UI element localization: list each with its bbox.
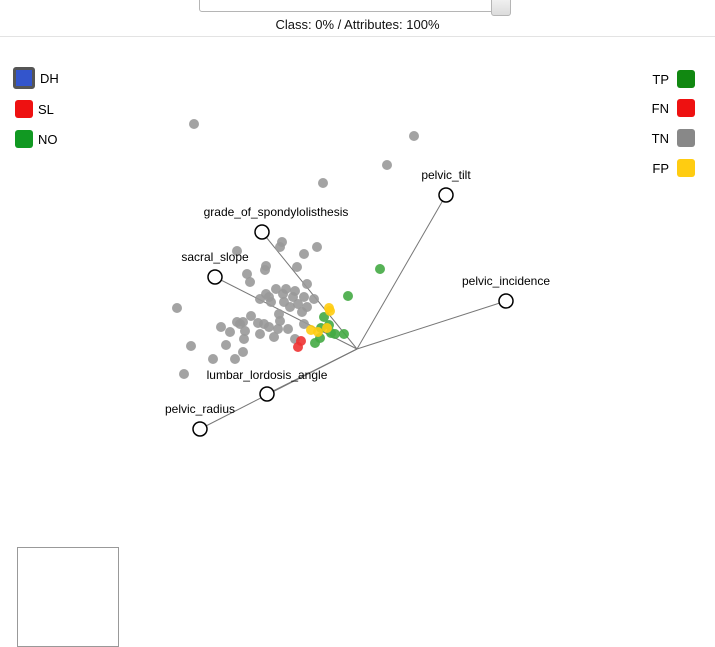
point-tp[interactable] (310, 338, 320, 348)
point-tn[interactable] (285, 302, 295, 312)
point-tn[interactable] (245, 277, 255, 287)
header-divider (0, 36, 715, 37)
axis-label-pelvic-incidence: pelvic_incidence (462, 274, 550, 288)
point-tn[interactable] (299, 292, 309, 302)
class-label-sl: SL (38, 101, 54, 117)
axis-anchor-lumbar-lordosis-angle[interactable] (259, 386, 275, 402)
point-tn[interactable] (225, 327, 235, 337)
point-tn[interactable] (240, 326, 250, 336)
point-tp[interactable] (343, 291, 353, 301)
outcome-legend-item-tn[interactable]: TN (649, 129, 695, 147)
point-tn[interactable] (278, 289, 288, 299)
point-tn[interactable] (179, 369, 189, 379)
point-tn[interactable] (309, 294, 319, 304)
anchors-layer: pelvic_tilt grade_of_spondylolisthesissac… (165, 168, 550, 437)
point-tn[interactable] (277, 237, 287, 247)
point-tn[interactable] (242, 269, 252, 279)
coverage-slider-handle[interactable] (491, 0, 511, 16)
class-label-dh: DH (40, 70, 59, 86)
outcome-legend-item-fp[interactable]: FP (649, 159, 695, 177)
point-tn[interactable] (275, 316, 285, 326)
minimap-panel[interactable] (17, 547, 119, 647)
point-tn[interactable] (382, 160, 392, 170)
class-legend-item-dh[interactable]: DH (13, 67, 59, 89)
point-tn[interactable] (299, 249, 309, 259)
axis-anchor-grade-of-spondylolisthesis[interactable] (254, 224, 270, 240)
point-tn[interactable] (273, 324, 283, 334)
axes-layer (199, 194, 507, 430)
class-swatch-sl[interactable] (15, 100, 33, 118)
outcome-legend-item-tp[interactable]: TP (649, 70, 695, 88)
outcome-label-tn: TN (651, 130, 669, 146)
point-fn[interactable] (293, 342, 303, 352)
point-tn[interactable] (260, 265, 270, 275)
point-tn[interactable] (189, 119, 199, 129)
point-tn[interactable] (232, 246, 242, 256)
axis-anchor-pelvic-incidence[interactable] (498, 293, 514, 309)
outcome-label-fp: FP (652, 160, 669, 176)
class-legend-item-no[interactable]: NO (15, 130, 58, 148)
point-fp[interactable] (313, 327, 323, 337)
outcome-label-fn: FN (651, 100, 669, 116)
axis-label-lumbar-lordosis-angle: lumbar_lordosis_angle (207, 368, 328, 382)
point-fp[interactable] (325, 306, 335, 316)
class-label-no: NO (38, 131, 58, 147)
axis-anchor-pelvic-radius[interactable] (192, 421, 208, 437)
axis-label-sacral-slope: sacral_slope (181, 250, 249, 264)
axis-anchor-sacral-slope[interactable] (207, 269, 223, 285)
point-tn[interactable] (409, 131, 419, 141)
point-tn[interactable] (221, 340, 231, 350)
point-tn[interactable] (302, 279, 312, 289)
point-tn[interactable] (264, 292, 274, 302)
point-tn[interactable] (269, 332, 279, 342)
point-tp[interactable] (375, 264, 385, 274)
point-tp[interactable] (339, 329, 349, 339)
point-tn[interactable] (312, 242, 322, 252)
point-tn[interactable] (186, 341, 196, 351)
point-tn[interactable] (264, 322, 274, 332)
coverage-status-text: Class: 0% / Attributes: 100% (275, 17, 440, 32)
point-tn[interactable] (230, 354, 240, 364)
outcome-label-tp: TP (652, 71, 669, 87)
point-tn[interactable] (283, 324, 293, 334)
axis-label-pelvic-tilt: pelvic_tilt (421, 168, 471, 182)
outcome-legend-item-fn[interactable]: FN (649, 99, 695, 117)
point-tn[interactable] (318, 178, 328, 188)
point-tn[interactable] (292, 262, 302, 272)
points-layer (172, 119, 419, 379)
point-tn[interactable] (288, 292, 298, 302)
class-swatch-no[interactable] (15, 130, 33, 148)
outcome-swatch-fp[interactable] (677, 159, 695, 177)
point-tn[interactable] (235, 319, 245, 329)
point-tn[interactable] (172, 303, 182, 313)
point-tn[interactable] (271, 284, 281, 294)
point-tn[interactable] (255, 329, 265, 339)
point-tn[interactable] (216, 322, 226, 332)
point-tn[interactable] (255, 294, 265, 304)
point-tn[interactable] (293, 299, 303, 309)
axis-line-pelvic-tilt (356, 194, 447, 350)
point-tn[interactable] (208, 354, 218, 364)
outcome-swatch-tp[interactable] (677, 70, 695, 88)
point-tn[interactable] (239, 334, 249, 344)
class-legend-item-sl[interactable]: SL (15, 100, 54, 118)
point-tn[interactable] (297, 307, 307, 317)
point-fp[interactable] (322, 323, 332, 333)
outcome-swatch-tn[interactable] (677, 129, 695, 147)
axis-label-grade-of-spondylolisthesis: grade_of_spondylolisthesis (204, 205, 349, 219)
axis-line-pelvic-radius (199, 348, 358, 430)
axis-label-pelvic-radius: pelvic_radius (165, 402, 235, 416)
class-swatch-dh[interactable] (13, 67, 35, 89)
outcome-swatch-fn[interactable] (677, 99, 695, 117)
axis-line-pelvic-incidence (356, 300, 507, 350)
point-tn[interactable] (246, 311, 256, 321)
axis-anchor-pelvic-tilt[interactable] (438, 187, 454, 203)
point-tn[interactable] (299, 319, 309, 329)
point-tn[interactable] (238, 347, 248, 357)
point-tp[interactable] (330, 329, 340, 339)
